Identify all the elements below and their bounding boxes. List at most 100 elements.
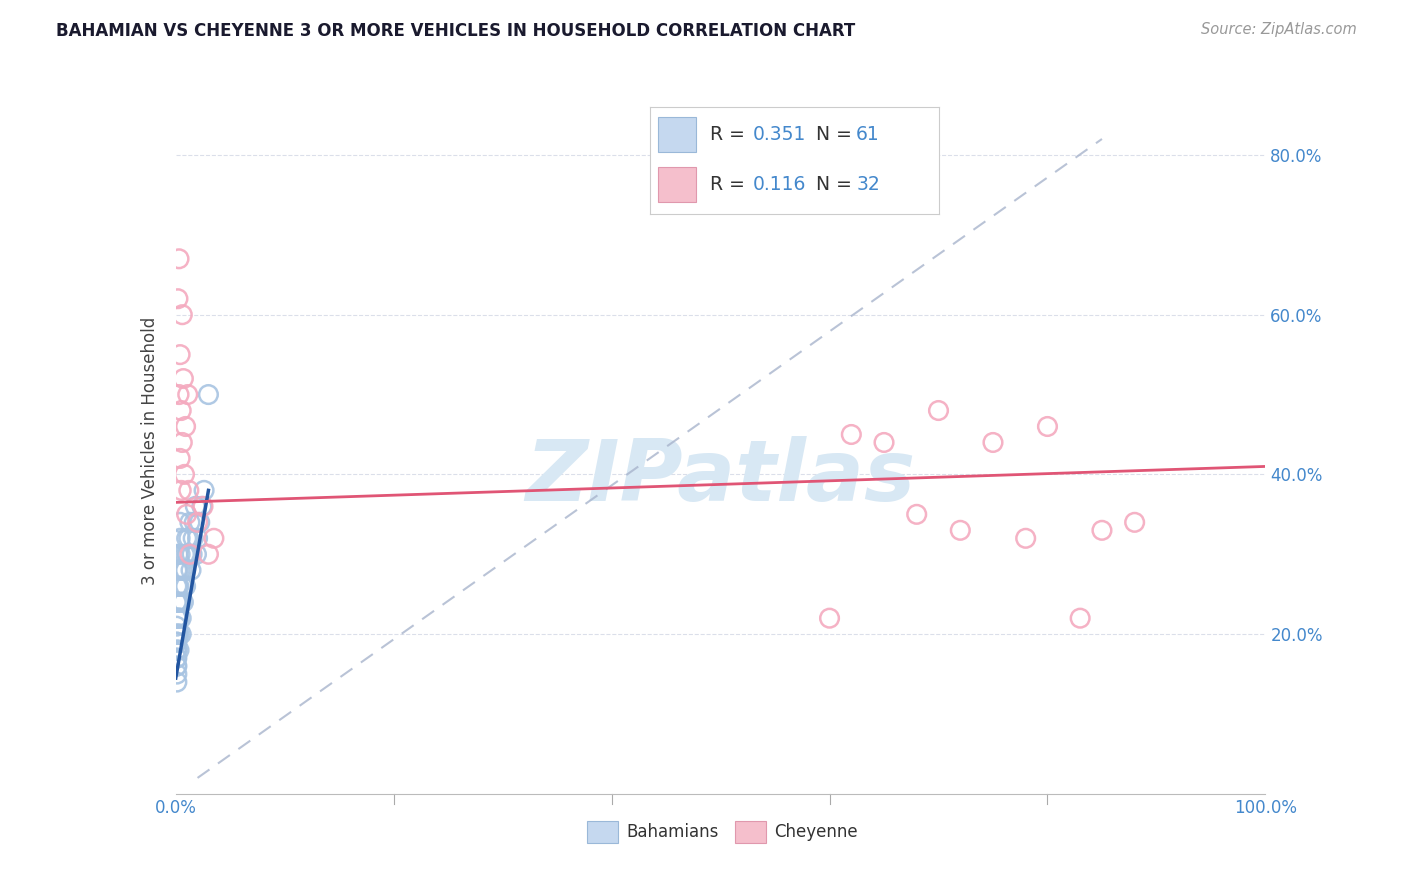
Point bbox=[167, 643, 190, 657]
Point bbox=[169, 547, 191, 561]
Text: Bahamians: Bahamians bbox=[627, 822, 718, 841]
Point bbox=[176, 508, 198, 522]
Point bbox=[186, 516, 209, 530]
Point bbox=[193, 483, 215, 498]
Text: N =: N = bbox=[815, 125, 858, 144]
Point bbox=[981, 435, 1004, 450]
Point bbox=[173, 563, 195, 577]
Text: 0.116: 0.116 bbox=[752, 175, 806, 194]
Point bbox=[170, 403, 193, 417]
Point bbox=[1036, 419, 1059, 434]
Point bbox=[170, 611, 193, 625]
Point bbox=[172, 435, 194, 450]
Text: Source: ZipAtlas.com: Source: ZipAtlas.com bbox=[1201, 22, 1357, 37]
Point bbox=[167, 595, 190, 609]
Point bbox=[186, 531, 209, 545]
Point bbox=[905, 508, 928, 522]
Point bbox=[172, 579, 194, 593]
Point bbox=[167, 292, 190, 306]
Point bbox=[197, 387, 219, 401]
Point bbox=[183, 516, 205, 530]
Point bbox=[177, 547, 200, 561]
Point bbox=[1069, 611, 1091, 625]
Point bbox=[166, 563, 188, 577]
Point bbox=[167, 387, 190, 401]
Point bbox=[949, 524, 972, 538]
Point bbox=[166, 627, 188, 641]
Point bbox=[169, 531, 191, 545]
Text: N =: N = bbox=[815, 175, 858, 194]
Point bbox=[167, 595, 190, 609]
Point bbox=[177, 483, 200, 498]
Text: BAHAMIAN VS CHEYENNE 3 OR MORE VEHICLES IN HOUSEHOLD CORRELATION CHART: BAHAMIAN VS CHEYENNE 3 OR MORE VEHICLES … bbox=[56, 22, 855, 40]
Point bbox=[165, 627, 187, 641]
Point bbox=[170, 595, 193, 609]
Point bbox=[167, 611, 190, 625]
Point bbox=[873, 435, 896, 450]
Point bbox=[172, 579, 194, 593]
Point bbox=[928, 403, 950, 417]
Point bbox=[169, 563, 191, 577]
Point bbox=[169, 348, 191, 362]
Point bbox=[167, 627, 190, 641]
Point bbox=[197, 547, 219, 561]
Point bbox=[170, 627, 193, 641]
Point bbox=[166, 659, 188, 673]
Point bbox=[167, 611, 190, 625]
Point bbox=[191, 500, 214, 514]
Point bbox=[167, 579, 190, 593]
Point bbox=[1123, 516, 1146, 530]
Point bbox=[165, 611, 187, 625]
Point bbox=[174, 579, 197, 593]
Point bbox=[177, 531, 200, 545]
Point bbox=[166, 651, 188, 665]
Point bbox=[166, 651, 188, 665]
FancyBboxPatch shape bbox=[658, 117, 696, 153]
Point bbox=[165, 643, 187, 657]
Y-axis label: 3 or more Vehicles in Household: 3 or more Vehicles in Household bbox=[141, 317, 159, 584]
Point bbox=[170, 483, 193, 498]
Point bbox=[169, 451, 191, 466]
Point bbox=[180, 563, 202, 577]
Point bbox=[176, 531, 198, 545]
Point bbox=[191, 500, 214, 514]
Text: ZIPatlas: ZIPatlas bbox=[526, 436, 915, 519]
Text: 61: 61 bbox=[856, 125, 880, 144]
Text: 0.351: 0.351 bbox=[752, 125, 806, 144]
Point bbox=[165, 619, 187, 633]
Point bbox=[176, 547, 198, 561]
Point bbox=[179, 547, 201, 561]
Point bbox=[172, 371, 194, 385]
Point bbox=[177, 387, 200, 401]
Text: R =: R = bbox=[710, 175, 751, 194]
Point bbox=[173, 467, 195, 482]
Point bbox=[179, 516, 201, 530]
Point bbox=[1091, 524, 1114, 538]
Point bbox=[172, 595, 194, 609]
Point bbox=[172, 308, 194, 322]
Point bbox=[166, 579, 188, 593]
Point bbox=[167, 579, 190, 593]
Point bbox=[172, 563, 194, 577]
Point bbox=[818, 611, 841, 625]
Point bbox=[167, 563, 190, 577]
Text: 32: 32 bbox=[856, 175, 880, 194]
Point bbox=[186, 547, 208, 561]
Point bbox=[166, 635, 188, 649]
Point bbox=[166, 595, 188, 609]
Point bbox=[169, 516, 191, 530]
Point bbox=[165, 595, 187, 609]
Point bbox=[166, 667, 188, 681]
Text: Cheyenne: Cheyenne bbox=[773, 822, 858, 841]
Text: R =: R = bbox=[710, 125, 751, 144]
Point bbox=[166, 643, 188, 657]
Point bbox=[181, 547, 204, 561]
Point bbox=[165, 635, 187, 649]
Point bbox=[174, 419, 197, 434]
FancyBboxPatch shape bbox=[658, 167, 696, 202]
Point bbox=[181, 531, 204, 545]
Point bbox=[173, 547, 195, 561]
Point bbox=[166, 675, 188, 690]
Point bbox=[202, 531, 225, 545]
Point bbox=[1015, 531, 1038, 545]
